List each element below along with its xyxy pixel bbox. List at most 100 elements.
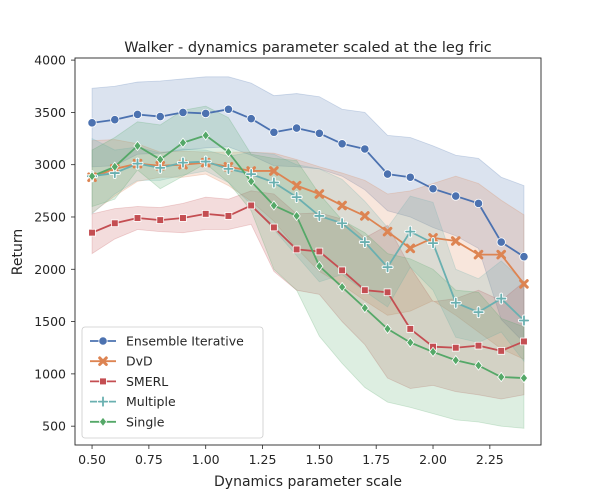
point-multiple (314, 210, 325, 222)
legend-label-ensemble-iterative: Ensemble Iterative (126, 334, 244, 349)
point-ensemble-iterative (178, 107, 188, 117)
point-multiple (518, 315, 530, 326)
point-single (383, 323, 392, 335)
point-multiple (155, 162, 166, 173)
legend: Ensemble Iterative DvD SMERL Multiple Single (81, 326, 264, 439)
point-ensemble-iterative (496, 237, 506, 247)
point-ensemble-iterative (132, 109, 143, 120)
point-ensemble-iterative (110, 115, 120, 125)
point-ensemble-iterative (382, 169, 393, 179)
point-smerl (292, 245, 301, 254)
band-single (91, 105, 525, 429)
point-single (474, 360, 483, 371)
legend-marker-single (98, 416, 108, 428)
point-dvd (519, 279, 529, 289)
point-single (360, 302, 369, 314)
point-single (497, 371, 506, 383)
y-tick-label: 3500 (34, 105, 66, 120)
point-multiple (405, 226, 416, 237)
point-dvd (450, 236, 461, 246)
band-dvd (91, 139, 525, 360)
line-dvd (91, 161, 525, 285)
point-ensemble-iterative (451, 191, 461, 201)
point-ensemble-iterative (405, 172, 415, 182)
point-ensemble-iterative (155, 111, 165, 122)
series-markers (86, 104, 530, 384)
point-single (156, 154, 165, 165)
x-tick-label: 0.50 (78, 452, 106, 467)
point-smerl (88, 228, 96, 237)
point-smerl (179, 214, 187, 222)
point-dvd (496, 249, 507, 260)
point-multiple (427, 238, 439, 249)
point-smerl (451, 343, 460, 352)
point-smerl (383, 288, 392, 297)
point-single (224, 146, 233, 158)
y-tick-label: 3000 (34, 157, 66, 172)
point-smerl (201, 210, 210, 218)
point-smerl (156, 216, 165, 224)
point-dvd (269, 166, 279, 176)
point-dvd (360, 211, 370, 221)
point-multiple (336, 218, 348, 229)
legend-marker-smerl (99, 377, 107, 386)
point-dvd (337, 200, 347, 211)
point-dvd (405, 243, 416, 254)
point-multiple (496, 293, 507, 304)
point-dvd (473, 249, 484, 260)
y-axis-label: Return (10, 229, 26, 275)
legend-marker-ensemble-iterative (98, 336, 108, 346)
point-smerl (361, 286, 369, 294)
x-tick-label: 0.75 (135, 452, 163, 467)
legend-label-single: Single (126, 414, 165, 429)
point-ensemble-iterative (87, 118, 97, 128)
point-ensemble-iterative (246, 114, 256, 124)
point-dvd (291, 180, 302, 191)
point-single (201, 130, 210, 141)
x-axis-ticks: 0.50 0.75 1.00 1.25 1.50 1.75 2.00 2.25 (78, 445, 504, 467)
point-ensemble-iterative (269, 127, 279, 137)
point-multiple (450, 297, 461, 308)
point-multiple (200, 156, 211, 167)
point-ensemble-iterative (428, 184, 438, 194)
point-smerl (338, 266, 346, 275)
point-ensemble-iterative (292, 123, 302, 133)
point-smerl (315, 247, 324, 256)
plot-frame (74, 57, 542, 446)
legend-label-multiple: Multiple (126, 394, 176, 409)
point-multiple (268, 177, 280, 188)
legend-label-smerl: SMERL (126, 374, 168, 389)
y-tick-label: 2500 (34, 209, 66, 224)
point-single (87, 170, 97, 182)
y-tick-label: 1000 (34, 366, 66, 381)
point-multiple (359, 236, 370, 248)
y-tick-label: 2000 (34, 262, 66, 277)
point-single (247, 176, 256, 187)
x-tick-label: 2.00 (419, 452, 447, 467)
point-ensemble-iterative (360, 144, 370, 154)
point-ensemble-iterative (519, 252, 529, 262)
point-single (451, 355, 460, 366)
point-multiple (132, 158, 143, 169)
chart-title: Walker - dynamics parameter scaled at th… (124, 40, 491, 56)
point-multiple (382, 262, 393, 273)
y-tick-label: 1500 (34, 314, 66, 329)
legend-label-dvd: DvD (126, 354, 153, 369)
point-multiple (177, 157, 189, 168)
point-single (110, 161, 119, 173)
line-single (91, 134, 524, 379)
legend-box (81, 326, 264, 439)
x-tick-label: 1.00 (192, 452, 220, 467)
point-ensemble-iterative (201, 108, 211, 119)
legend-marker-multiple (97, 396, 109, 407)
x-tick-label: 1.25 (249, 452, 277, 467)
y-axis-ticks: 500 1000 1500 2000 2500 3000 3500 4000 (34, 53, 75, 434)
point-smerl (406, 325, 415, 333)
x-axis-label: Dynamics parameter scale (214, 474, 402, 490)
point-dvd (382, 226, 393, 237)
point-multiple (223, 163, 234, 174)
point-single (428, 346, 438, 358)
point-dvd (314, 189, 325, 199)
